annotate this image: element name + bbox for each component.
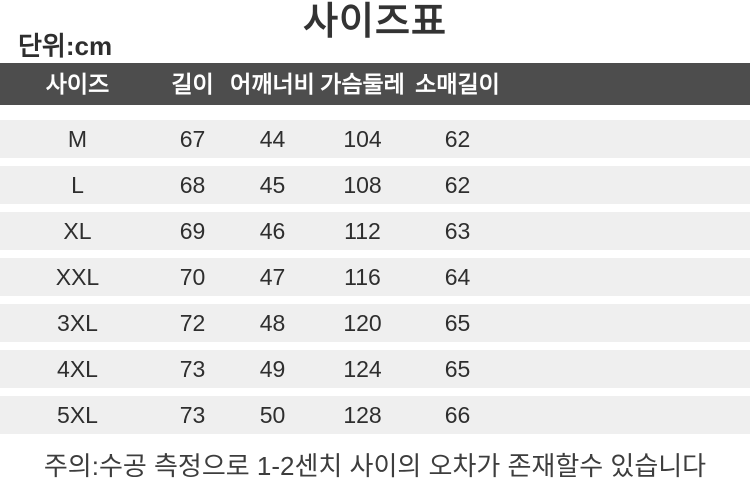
cell-length: 69	[179, 218, 206, 244]
cell-length: 73	[179, 356, 206, 382]
cell-sleeve: 66	[444, 402, 471, 428]
cell-spacer	[505, 166, 600, 204]
cell-shoulder: 50	[259, 402, 286, 428]
cell-spacer	[505, 396, 600, 434]
table-row-3xl: 3XL 72 48 120 65	[0, 304, 750, 342]
cell-chest: 104	[343, 126, 382, 152]
cell-length: 73	[179, 402, 206, 428]
header-cell-shoulder: 어깨너비	[230, 71, 315, 97]
cell-spacer	[505, 304, 600, 342]
cell-chest: 112	[344, 218, 381, 244]
cell-size: 4XL	[57, 356, 98, 382]
cell-sleeve: 65	[444, 310, 471, 336]
header-cell-chest: 가슴둘레	[320, 71, 405, 97]
cell-length: 70	[179, 264, 206, 290]
cell-chest: 124	[343, 356, 382, 382]
header-cell-length: 길이	[171, 71, 214, 97]
cell-length: 67	[179, 126, 206, 152]
cell-size: XL	[63, 218, 92, 244]
cell-sleeve: 62	[444, 172, 471, 198]
cell-length: 68	[179, 172, 206, 198]
cell-length: 72	[179, 310, 206, 336]
cell-shoulder: 44	[259, 126, 286, 152]
table-row-m: M 67 44 104 62	[0, 120, 750, 158]
cell-spacer	[505, 120, 600, 158]
cell-shoulder: 45	[259, 172, 286, 198]
cell-size: XXL	[55, 264, 100, 290]
cell-shoulder: 48	[259, 310, 286, 336]
table-row-xl: XL 69 46 112 63	[0, 212, 750, 250]
unit-label: 단위:cm	[18, 31, 113, 61]
table-row-4xl: 4XL 73 49 124 65	[0, 350, 750, 388]
measurement-note: 주의:수공 측정으로 1-2센치 사이의 오차가 존재할수 있습니다	[43, 451, 707, 481]
cell-spacer	[505, 258, 600, 296]
page-title: 사이즈표	[303, 1, 447, 43]
cell-chest: 108	[343, 172, 382, 198]
table-row-xxl: XXL 70 47 116 64	[0, 258, 750, 296]
table-row-5xl: 5XL 73 50 128 66	[0, 396, 750, 434]
cell-chest: 120	[343, 310, 382, 336]
table-row-l: L 68 45 108 62	[0, 166, 750, 204]
table-header-row: 사이즈 길이 어깨너비 가슴둘레 소매길이	[0, 63, 750, 105]
cell-shoulder: 49	[259, 356, 286, 382]
cell-chest: 116	[344, 264, 381, 290]
header-cell-sleeve: 소매길이	[415, 71, 500, 97]
cell-shoulder: 46	[259, 218, 286, 244]
cell-size: 5XL	[57, 402, 98, 428]
cell-sleeve: 65	[444, 356, 471, 382]
header-cell-spacer	[505, 63, 600, 105]
header-cell-size: 사이즈	[45, 71, 110, 97]
cell-spacer	[505, 350, 600, 388]
cell-size: 3XL	[57, 310, 98, 336]
cell-spacer	[505, 212, 600, 250]
cell-chest: 128	[343, 402, 382, 428]
cell-shoulder: 47	[259, 264, 286, 290]
cell-sleeve: 63	[444, 218, 471, 244]
cell-sleeve: 62	[444, 126, 471, 152]
cell-sleeve: 64	[444, 264, 471, 290]
cell-size: M	[67, 126, 88, 152]
cell-size: L	[71, 172, 84, 198]
